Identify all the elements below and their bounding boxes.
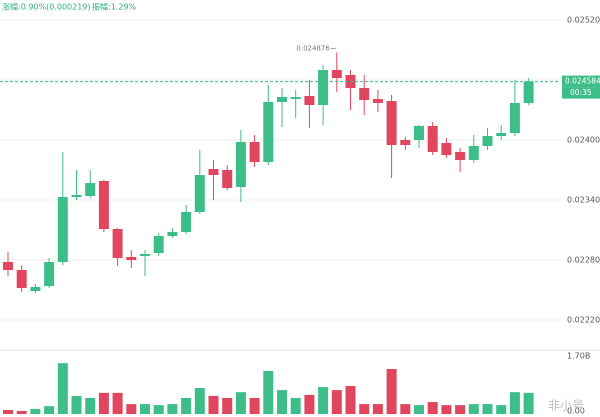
candle-body bbox=[208, 169, 219, 175]
candle-body bbox=[194, 175, 205, 212]
watermark: 非小号 bbox=[548, 399, 584, 413]
candle-body bbox=[263, 102, 274, 162]
volume-bar bbox=[414, 405, 424, 414]
volume-bar bbox=[290, 397, 301, 414]
candle-body bbox=[400, 140, 411, 145]
volume-bar bbox=[441, 405, 452, 414]
candle-body bbox=[126, 257, 137, 260]
candle-body bbox=[71, 195, 82, 197]
volume-bar bbox=[386, 368, 397, 414]
max-label: 0.024876 bbox=[296, 44, 330, 52]
candle-body bbox=[290, 97, 301, 99]
volume-bar bbox=[331, 390, 342, 414]
y-tick-label: 0.022200 bbox=[567, 316, 600, 325]
candle-body bbox=[140, 254, 150, 256]
candle-body bbox=[455, 152, 466, 160]
volume-bar bbox=[496, 405, 507, 414]
volume-bar bbox=[57, 363, 68, 414]
candle-body bbox=[16, 270, 27, 288]
candle-body bbox=[509, 103, 520, 133]
volume-bar bbox=[3, 409, 13, 414]
volume-bar bbox=[222, 397, 233, 414]
volume-bar bbox=[359, 404, 370, 414]
candle-body bbox=[496, 133, 507, 136]
candle-body bbox=[181, 212, 192, 232]
amplitude-label: 振幅:1.29% bbox=[92, 2, 137, 12]
volume-bar bbox=[304, 394, 315, 414]
volume-bar bbox=[400, 404, 411, 414]
volume-bar bbox=[208, 395, 219, 414]
candle-body bbox=[57, 197, 68, 262]
candle-body bbox=[441, 143, 452, 155]
current-price-box bbox=[562, 75, 600, 88]
candle-body bbox=[427, 126, 438, 152]
volume-bar bbox=[427, 402, 438, 414]
candle-body bbox=[98, 181, 109, 229]
volume-bar bbox=[30, 408, 41, 414]
volume-bar bbox=[194, 388, 205, 414]
volume-bar bbox=[318, 387, 329, 414]
candle-body bbox=[468, 146, 479, 160]
volume-bar bbox=[44, 406, 55, 414]
candle-body bbox=[414, 126, 424, 140]
candle-body bbox=[222, 170, 233, 188]
candle-body bbox=[318, 70, 329, 105]
candle-body bbox=[359, 88, 370, 100]
volume-bar bbox=[71, 395, 82, 414]
candle-body bbox=[482, 136, 493, 146]
candle-body bbox=[44, 262, 55, 286]
candle-body bbox=[153, 236, 164, 253]
volume-bar bbox=[98, 392, 109, 414]
volume-bar bbox=[249, 397, 260, 414]
volume-bar bbox=[372, 404, 383, 414]
volume-bar bbox=[140, 404, 150, 414]
candle-body bbox=[167, 232, 178, 236]
candle-body bbox=[372, 99, 383, 103]
volume-bar bbox=[468, 404, 479, 414]
candle-body bbox=[249, 142, 260, 162]
volume-bar bbox=[153, 405, 164, 414]
volume-bar bbox=[181, 397, 192, 414]
volume-bar bbox=[16, 410, 27, 414]
volume-bar bbox=[126, 404, 137, 414]
volume-bar bbox=[263, 371, 274, 414]
change-label: 涨幅:0.90%(0.000219) bbox=[2, 2, 91, 12]
candle-body bbox=[30, 287, 41, 291]
volume-bar bbox=[235, 392, 246, 414]
candle-body bbox=[112, 229, 123, 258]
candle-body bbox=[235, 142, 246, 187]
volume-bar bbox=[85, 397, 96, 414]
volume-tick-label: 0.00 bbox=[567, 407, 585, 416]
volume-tick-label: 1.70B bbox=[567, 352, 590, 361]
candle-body bbox=[85, 183, 96, 196]
volume-bar bbox=[482, 404, 493, 414]
candle-body bbox=[3, 262, 13, 270]
volume-bar bbox=[167, 404, 178, 414]
countdown-box bbox=[562, 87, 600, 99]
candle-body bbox=[331, 70, 342, 78]
volume-bar bbox=[455, 405, 466, 414]
volume-bar bbox=[509, 392, 520, 414]
candle-body bbox=[523, 81, 534, 103]
volume-bar bbox=[345, 386, 356, 414]
candle-body bbox=[304, 96, 315, 105]
volume-bar bbox=[523, 392, 534, 414]
candle-body bbox=[386, 101, 397, 145]
countdown-label: 00:35 bbox=[570, 88, 592, 97]
volume-bar bbox=[277, 390, 287, 414]
candle-body bbox=[277, 97, 287, 102]
current-price-label: 0.024584 bbox=[565, 77, 600, 86]
volume-bar bbox=[112, 392, 123, 414]
